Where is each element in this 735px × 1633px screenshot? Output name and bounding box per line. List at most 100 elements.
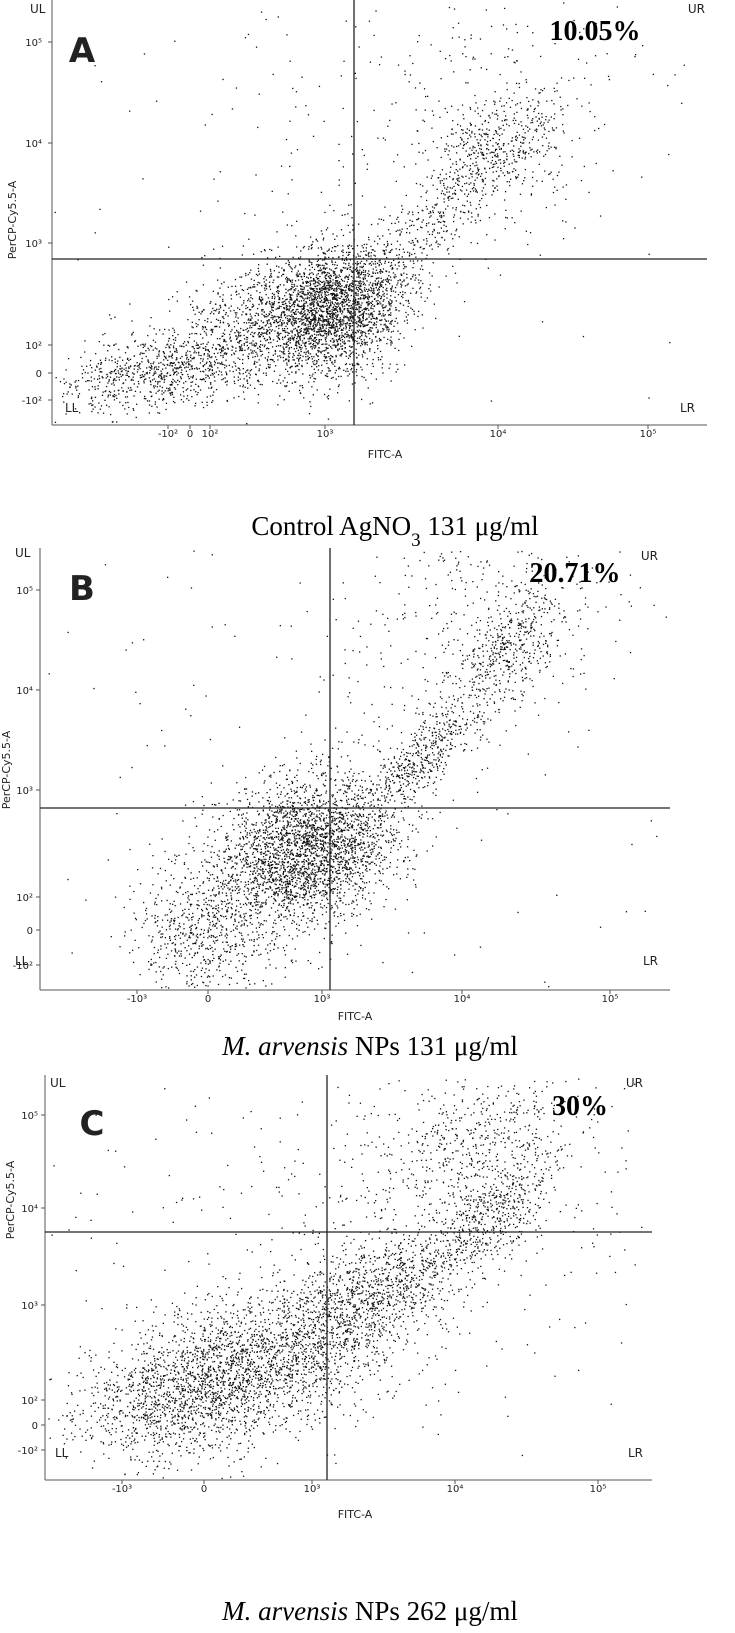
dot: [377, 288, 380, 290]
dot: [317, 277, 320, 280]
dot: [276, 332, 279, 334]
dot: [284, 335, 287, 337]
dot: [520, 145, 522, 147]
dot: [329, 321, 332, 324]
dot: [270, 317, 272, 319]
dot: [183, 361, 186, 363]
dot: [467, 210, 470, 212]
dot: [286, 327, 289, 330]
dot: [257, 394, 260, 396]
dot: [479, 147, 481, 150]
dot: [342, 251, 344, 254]
dot: [389, 307, 391, 310]
dot: [303, 305, 305, 307]
dot: [436, 218, 439, 221]
dot: [246, 379, 248, 381]
dot: [652, 73, 654, 76]
dot: [261, 296, 263, 299]
dot: [239, 331, 241, 334]
dot: [446, 188, 448, 190]
dot: [380, 270, 382, 272]
dot: [326, 373, 328, 375]
dot: [458, 180, 460, 182]
dot: [457, 145, 460, 147]
dot: [319, 326, 321, 329]
dot: [330, 346, 332, 348]
dot: [378, 264, 380, 266]
dot: [323, 329, 326, 331]
dot: [479, 38, 482, 40]
dot: [265, 340, 267, 342]
dot: [293, 306, 295, 308]
dot: [437, 246, 439, 248]
dot: [313, 323, 315, 325]
dot: [263, 311, 265, 313]
dot: [324, 268, 326, 270]
dot: [205, 328, 208, 331]
dot: [312, 373, 314, 375]
dot: [292, 318, 294, 320]
dot: [191, 346, 193, 348]
dot: [325, 355, 327, 358]
dot: [200, 313, 202, 315]
dot: [523, 139, 525, 141]
dot: [246, 380, 248, 382]
dot: [171, 392, 173, 394]
dot: [317, 328, 319, 330]
dot: [347, 285, 350, 288]
dot: [191, 396, 193, 398]
dot: [441, 179, 443, 182]
dot: [179, 357, 182, 359]
dot: [295, 341, 297, 344]
dot: [374, 255, 376, 257]
dot: [177, 379, 179, 381]
dot: [348, 305, 351, 307]
dot: [387, 280, 389, 282]
dot: [365, 324, 367, 326]
dot: [282, 273, 285, 275]
dot: [337, 283, 339, 285]
dot: [301, 308, 304, 310]
dot: [300, 285, 302, 288]
dot: [326, 396, 328, 398]
dot: [336, 315, 339, 318]
dot: [242, 386, 244, 388]
dot: [255, 273, 258, 276]
dot: [378, 359, 380, 361]
dot: [329, 370, 331, 372]
dot: [282, 353, 285, 355]
dot: [508, 181, 511, 183]
dot: [495, 162, 498, 164]
dot: [226, 344, 228, 346]
dot: [173, 347, 175, 349]
dot: [204, 327, 207, 329]
dot: [537, 105, 539, 107]
dot: [291, 310, 293, 312]
dot: [588, 102, 590, 104]
dot: [349, 312, 351, 315]
dot: [268, 281, 271, 283]
dot: [301, 385, 303, 387]
dot: [496, 143, 499, 146]
dot: [347, 293, 349, 296]
dot: [312, 343, 315, 345]
dot: [352, 270, 354, 272]
dot: [312, 278, 315, 280]
dot: [316, 331, 319, 333]
dot: [262, 309, 264, 311]
dot: [300, 350, 302, 353]
dot: [336, 264, 338, 266]
dot: [243, 302, 245, 304]
dot: [206, 396, 208, 398]
dot: [96, 365, 98, 367]
dot: [455, 163, 458, 165]
dot: [369, 348, 371, 350]
dot: [243, 322, 245, 324]
dot: [492, 145, 494, 147]
dot: [547, 121, 549, 123]
dot: [540, 121, 542, 123]
dot: [296, 272, 298, 274]
dot: [461, 139, 463, 141]
dot: [366, 341, 368, 343]
dot: [341, 280, 344, 282]
